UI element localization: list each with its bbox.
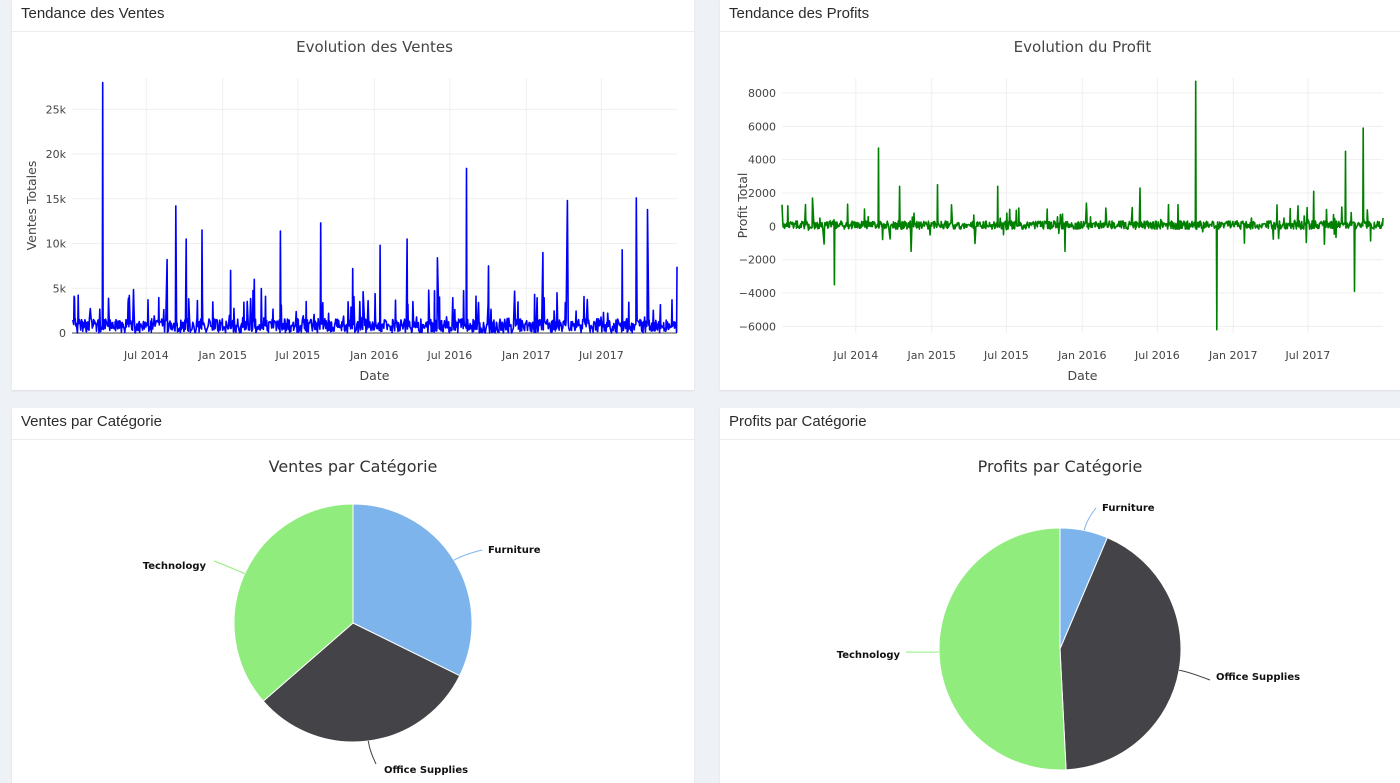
x-tick-label: Jul 2014: [123, 349, 169, 362]
x-tick-label: Jul 2015: [275, 349, 321, 362]
y-tick-label: 0: [769, 220, 776, 233]
x-tick-label: Jan 2015: [198, 349, 247, 362]
series-line: [781, 80, 1384, 331]
sales-pie-chart[interactable]: Ventes par Catégorie Furniture Office Supp…: [12, 440, 694, 783]
profit-line-chart[interactable]: Evolution du Profit −6000 −4000 −2000 0 2000 4…: [720, 32, 1400, 390]
y-tick-label: 25k: [46, 103, 67, 116]
x-tick-label: Jul 2016: [1134, 349, 1180, 362]
y-tick-label: −6000: [739, 320, 776, 333]
y-tick-label: 2000: [748, 187, 776, 200]
y-tick-label: 5k: [53, 282, 67, 295]
y-axis-label: Profit Total: [735, 173, 750, 239]
y-tick-label: 10k: [46, 238, 67, 251]
x-tick-label: Jul 2016: [426, 349, 472, 362]
x-tick-label: Jan 2016: [1057, 349, 1106, 362]
x-tick-label: Jan 2017: [501, 349, 550, 362]
y-tick-label: 20k: [46, 148, 67, 161]
x-tick-label: Jan 2017: [1208, 349, 1257, 362]
label-connector: [1083, 507, 1097, 531]
y-tick-label: −4000: [739, 287, 776, 300]
x-axis-label: Date: [1068, 368, 1098, 383]
panel-title: Ventes par Catégorie: [12, 408, 694, 440]
y-tick-label: 15k: [46, 193, 67, 206]
pie-label: Technology: [837, 650, 901, 661]
pie-label: Office Supplies: [384, 765, 468, 776]
label-connector: [1179, 669, 1211, 681]
panel-title: Tendance des Ventes: [12, 0, 694, 32]
x-tick-label: Jul 2017: [1285, 349, 1331, 362]
pie-label: Furniture: [488, 545, 541, 556]
y-tick-label: 4000: [748, 154, 776, 167]
sales-line-chart[interactable]: Evolution des Ventes 0 5k 10k 15k 20k 25k Jul 2…: [12, 32, 694, 390]
panel-title: Tendance des Profits: [720, 0, 1400, 32]
y-tick-label: 8000: [748, 87, 776, 100]
x-tick-label: Jul 2017: [578, 349, 624, 362]
x-tick-label: Jul 2014: [832, 349, 878, 362]
sales-trend-panel: Tendance des Ventes Evolution des Ventes…: [12, 0, 694, 390]
y-tick-label: −2000: [739, 254, 776, 267]
chart-title: Evolution du Profit: [1014, 38, 1152, 56]
profit-pie-chart[interactable]: Profits par Catégorie Furniture Office Sup…: [720, 440, 1400, 783]
pie-slice-furniture: [352, 503, 473, 677]
profit-category-panel: Profits par Catégorie Profits par Catégo…: [720, 408, 1400, 783]
y-tick-label: 6000: [748, 120, 776, 133]
pie-label: Technology: [143, 561, 207, 572]
pie-label: Furniture: [1102, 503, 1155, 514]
series-line: [72, 81, 678, 334]
pie-label: Office Supplies: [1216, 672, 1300, 683]
x-tick-label: Jan 2015: [907, 349, 956, 362]
x-tick-label: Jul 2015: [983, 349, 1029, 362]
x-tick-label: Jan 2016: [349, 349, 398, 362]
pie-slice-technology: [938, 527, 1067, 771]
chart-title: Evolution des Ventes: [296, 38, 453, 56]
chart-title: Ventes par Catégorie: [269, 457, 438, 476]
label-connector: [213, 560, 245, 575]
y-axis-label: Ventes Totales: [24, 161, 39, 251]
label-connector: [453, 549, 483, 561]
sales-category-panel: Ventes par Catégorie Ventes par Catégori…: [12, 408, 694, 783]
panel-title: Profits par Catégorie: [720, 408, 1400, 440]
label-connector: [367, 740, 377, 765]
profit-trend-panel: Tendance des Profits Evolution du Profit…: [720, 0, 1400, 390]
x-axis-label: Date: [360, 368, 390, 383]
y-tick-label: 0: [59, 327, 66, 340]
chart-title: Profits par Catégorie: [978, 457, 1143, 476]
